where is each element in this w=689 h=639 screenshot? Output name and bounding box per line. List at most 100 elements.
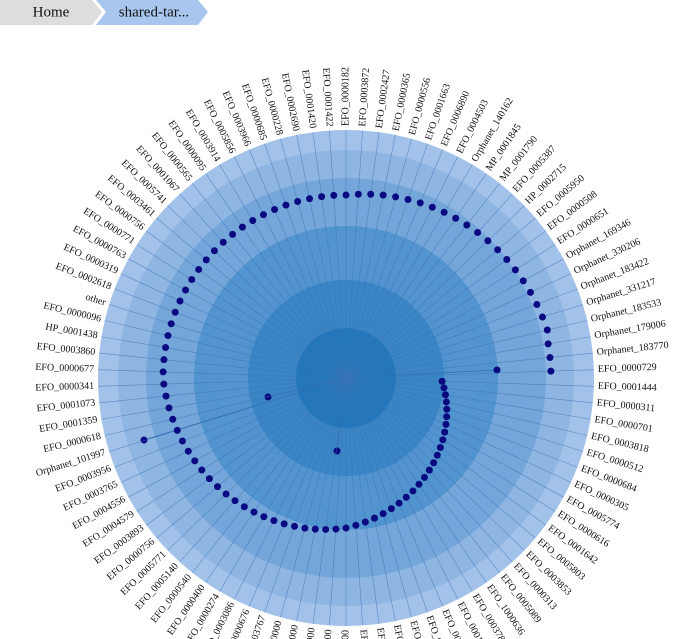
link <box>146 377 347 526</box>
link <box>99 377 347 404</box>
leaf-label: EFO_0000 <box>321 629 335 639</box>
link <box>345 377 459 600</box>
link <box>345 377 444 607</box>
leaf-node <box>260 513 268 521</box>
leaf-label: EFO_0001444 <box>598 381 657 394</box>
leaf-node <box>474 229 482 237</box>
leaf-node <box>188 276 196 284</box>
link <box>345 377 594 387</box>
leaf-node <box>330 191 338 199</box>
leaf-label: EFO_0000311 <box>596 398 655 415</box>
link <box>264 377 347 613</box>
leaf-label: EFO_0002427 <box>374 69 393 129</box>
leaf-node <box>392 193 400 201</box>
link <box>345 244 556 379</box>
link <box>312 132 347 379</box>
leaf-label: EFO_0000 <box>340 630 351 639</box>
leaf-node <box>231 497 239 505</box>
leaf-node <box>167 320 175 328</box>
leaf-node <box>430 459 438 467</box>
link <box>120 273 347 379</box>
link <box>98 377 347 387</box>
leaf-node <box>249 217 257 225</box>
leaf-node <box>503 256 511 264</box>
link <box>128 377 347 498</box>
leaf-node <box>428 203 436 211</box>
leaf-node <box>416 199 424 207</box>
leaf-node <box>361 518 369 526</box>
leaf-node <box>250 508 258 516</box>
leaf-node <box>318 193 326 201</box>
leaf-label: EFO_0000341 <box>35 381 94 394</box>
link <box>345 377 363 626</box>
breadcrumb-current-label[interactable]: shared-tar... <box>119 4 189 20</box>
node <box>140 436 148 444</box>
breadcrumb-current[interactable] <box>96 0 208 25</box>
leaf-node <box>415 480 423 488</box>
link <box>345 258 564 379</box>
leaf-node <box>494 246 502 254</box>
leaf-node <box>301 524 309 532</box>
leaf-node <box>539 313 547 321</box>
leaf-node <box>214 483 222 491</box>
link <box>179 377 347 563</box>
link <box>128 258 347 379</box>
leaf-node <box>379 191 387 199</box>
leaf-node <box>442 398 450 406</box>
leaf-node <box>443 405 451 413</box>
leaf-label: Orphanet_179006 <box>594 318 667 341</box>
leaf-label: HP_0001438 <box>45 322 99 342</box>
leaf-label: Orphanet_183770 <box>596 340 669 358</box>
link <box>179 193 347 379</box>
link <box>345 183 500 379</box>
link <box>280 138 347 379</box>
link <box>296 134 347 379</box>
leaf-node <box>438 377 446 385</box>
leaf-label: EFO_0001422 <box>320 67 335 127</box>
leaf-node <box>546 353 554 361</box>
link <box>345 193 513 379</box>
leaf-node <box>436 444 444 452</box>
leaf-node <box>162 392 170 400</box>
leaf-node <box>441 391 449 399</box>
leaf-node <box>282 201 290 209</box>
leaf-node <box>322 525 330 533</box>
link <box>345 377 546 526</box>
link <box>109 377 347 452</box>
leaf-node <box>404 195 412 203</box>
leaf-node <box>271 206 279 214</box>
link <box>146 230 347 379</box>
link <box>248 377 347 607</box>
leaf-node <box>176 297 184 305</box>
leaf-node <box>443 413 451 421</box>
leaf-node <box>159 368 167 376</box>
leaf-node <box>420 473 428 481</box>
link <box>345 217 536 379</box>
leaf-node <box>259 211 267 219</box>
leaf-node <box>352 521 360 529</box>
link <box>205 173 347 379</box>
leaf-node <box>395 499 403 507</box>
leaf-node <box>171 308 179 316</box>
leaf-label: EFO_0000 <box>301 627 318 639</box>
node <box>333 447 341 455</box>
leaf-label: EFO_0000677 <box>35 362 94 375</box>
breadcrumb-home[interactable] <box>0 0 102 25</box>
breadcrumb-home-label[interactable]: Home <box>33 4 70 20</box>
link <box>219 377 347 592</box>
link <box>345 130 363 379</box>
link <box>205 377 347 583</box>
link <box>345 369 498 379</box>
link <box>233 377 347 600</box>
leaf-node <box>533 300 541 308</box>
leaf-node <box>173 426 181 434</box>
link <box>345 377 578 468</box>
leaf-node <box>544 340 552 348</box>
leaf-node <box>354 190 362 198</box>
leaf-node <box>439 436 447 444</box>
leaf-label: EFO_0001420 <box>299 69 318 129</box>
link <box>156 217 347 379</box>
link <box>312 377 347 624</box>
link <box>345 377 588 436</box>
